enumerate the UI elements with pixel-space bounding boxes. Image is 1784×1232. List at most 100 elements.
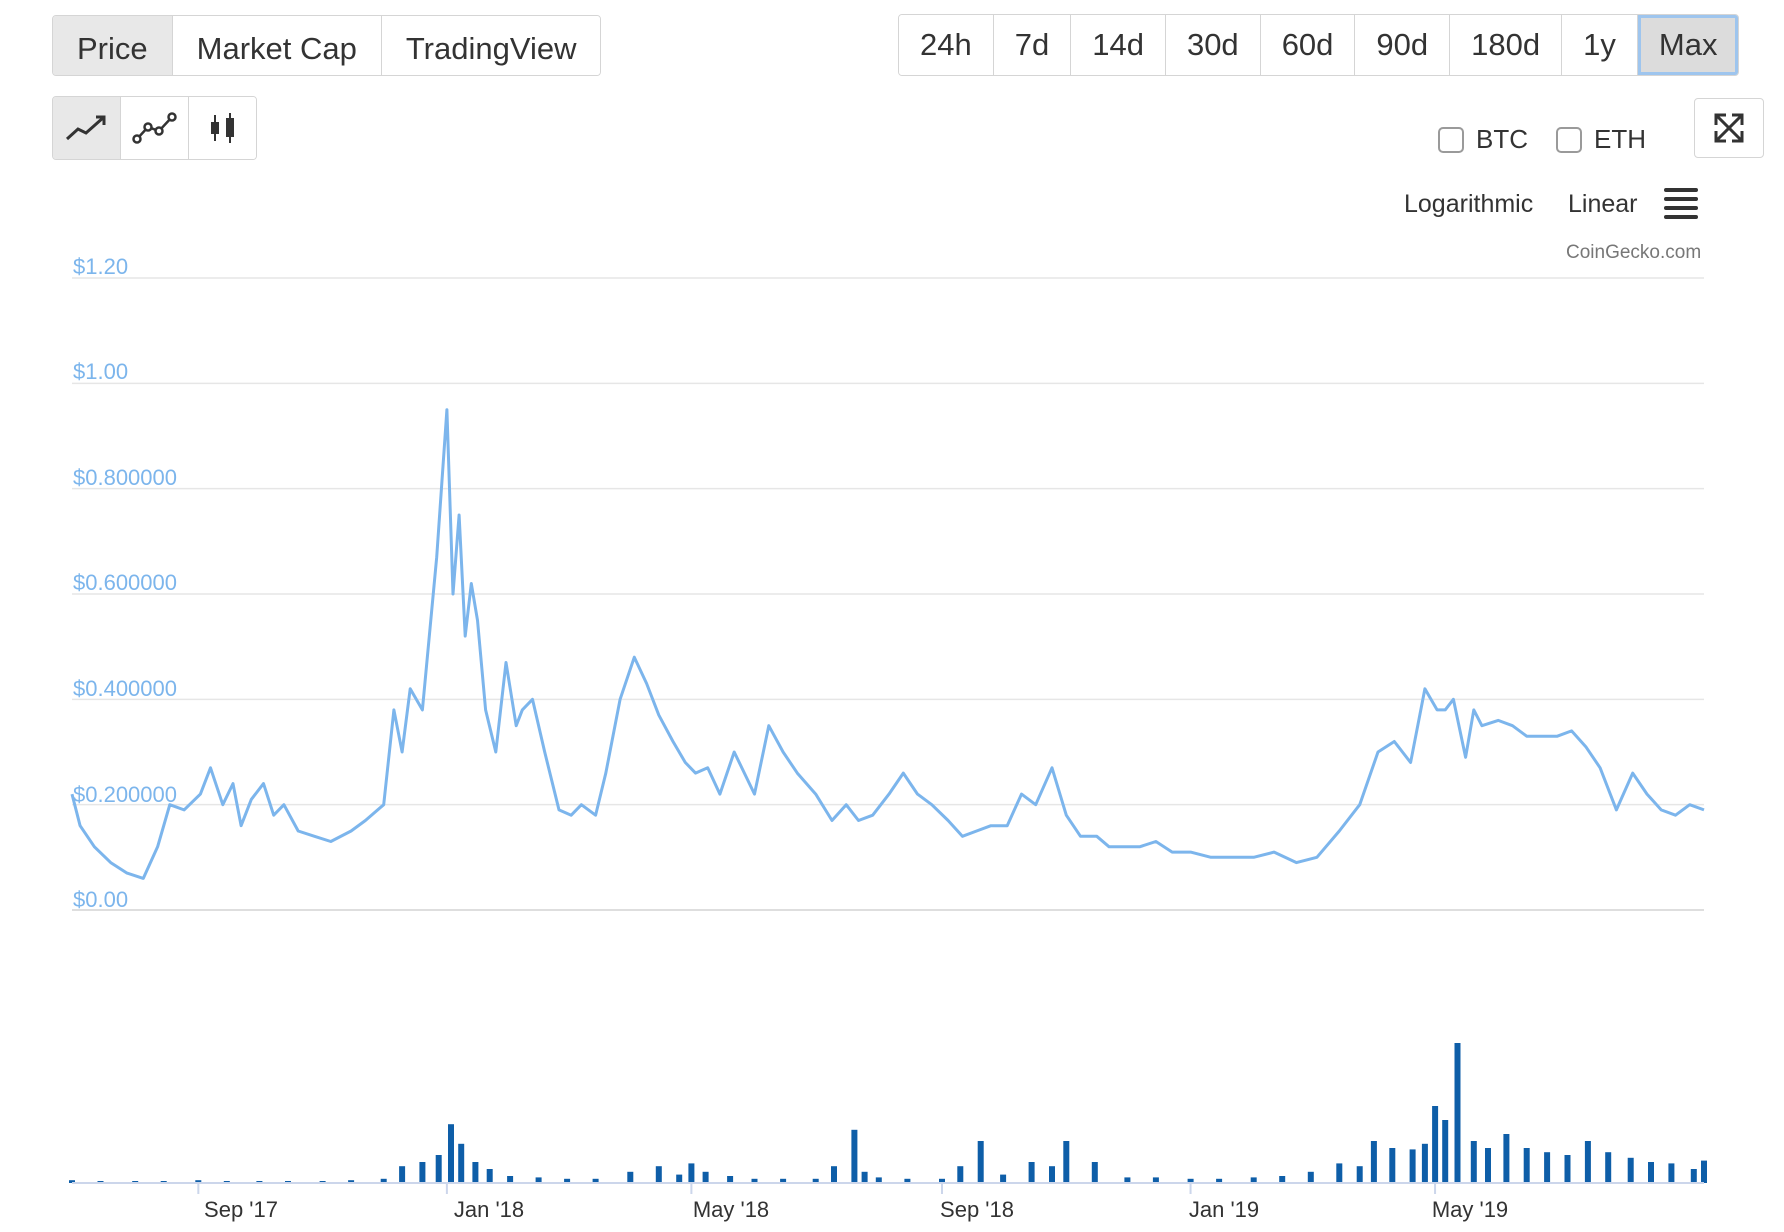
volume-bar xyxy=(435,1155,442,1183)
volume-bar xyxy=(448,1124,454,1183)
price-line xyxy=(70,408,1705,880)
volume-bar xyxy=(1091,1162,1098,1183)
volume-bar xyxy=(1409,1149,1416,1183)
volume-bar xyxy=(812,1178,819,1183)
view-tabs: Price Market Cap TradingView xyxy=(52,15,602,76)
volume-bar xyxy=(1627,1157,1634,1183)
volume-bar xyxy=(1356,1166,1363,1183)
volume-bar xyxy=(831,1166,837,1183)
compare-eth-checkbox[interactable]: ETH xyxy=(1556,124,1646,155)
volume-bar xyxy=(1648,1162,1654,1183)
volume-bar xyxy=(939,1178,945,1183)
volume-bar xyxy=(702,1171,709,1183)
x-tick-label: May '18 xyxy=(692,1197,770,1222)
checkbox-icon[interactable] xyxy=(1438,126,1464,153)
y-tick-label: $0.00 xyxy=(73,887,129,912)
volume-bar xyxy=(1000,1174,1007,1183)
tab-market-cap[interactable]: Market Cap xyxy=(172,16,382,75)
volume-bar xyxy=(1049,1166,1055,1183)
y-tick-label: $1.00 xyxy=(73,359,129,384)
fullscreen-button[interactable] xyxy=(1694,98,1764,158)
range-24h-button[interactable]: 24h xyxy=(899,15,994,75)
time-range-selector: 24h 7d 14d 30d 60d 90d 180d 1y Max xyxy=(898,14,1740,76)
volume-bar xyxy=(380,1178,387,1183)
volume-bar xyxy=(875,1177,882,1183)
volume-bar xyxy=(1336,1163,1343,1183)
range-180d-button[interactable]: 180d xyxy=(1450,15,1563,75)
checkbox-icon[interactable] xyxy=(1556,126,1582,153)
volume-bar xyxy=(419,1162,426,1183)
line-markers-chart-icon xyxy=(131,112,177,144)
range-90d-button[interactable]: 90d xyxy=(1355,15,1451,75)
volume-bar xyxy=(1250,1177,1257,1183)
y-tick-label: $1.20 xyxy=(73,254,129,279)
volume-bar xyxy=(861,1171,868,1183)
volume-bar xyxy=(1279,1176,1286,1183)
line-markers-chart-button[interactable] xyxy=(121,97,189,159)
range-60d-button[interactable]: 60d xyxy=(1260,15,1356,75)
expand-icon xyxy=(1714,113,1744,143)
x-tick-label: Jan '18 xyxy=(453,1197,525,1222)
tab-price[interactable]: Price xyxy=(53,16,173,75)
linear-scale-button[interactable]: Linear xyxy=(1568,190,1638,218)
volume-bar xyxy=(1216,1178,1223,1183)
range-1y-button[interactable]: 1y xyxy=(1562,15,1638,75)
y-tick-label: $0.600000 xyxy=(73,570,177,595)
candlestick-chart-icon xyxy=(210,113,234,143)
volume-bar xyxy=(1307,1171,1314,1183)
volume-bar xyxy=(1187,1178,1194,1183)
chart-type-selector xyxy=(52,96,257,160)
volume-bar xyxy=(564,1178,571,1183)
volume-bar xyxy=(1544,1152,1551,1183)
range-30d-button[interactable]: 30d xyxy=(1165,15,1261,75)
x-tick-label: Jan '19 xyxy=(1188,1197,1260,1222)
volume-bar xyxy=(1124,1177,1131,1183)
range-7d-button[interactable]: 7d xyxy=(993,15,1072,75)
volume-bar xyxy=(1701,1160,1707,1183)
chart-credit: CoinGecko.com xyxy=(1566,242,1702,263)
volume-bar xyxy=(1389,1148,1396,1183)
volume-bar xyxy=(1421,1143,1428,1183)
volume-bar xyxy=(69,1180,75,1183)
y-tick-label: $0.400000 xyxy=(73,676,177,701)
range-max-button[interactable]: Max xyxy=(1637,15,1739,75)
volume-bar xyxy=(195,1180,202,1183)
tab-tradingview[interactable]: TradingView xyxy=(381,16,601,75)
volume-bar xyxy=(1523,1148,1530,1183)
x-tick-label: Sep '17 xyxy=(204,1197,278,1222)
y-tick-label: $0.200000 xyxy=(73,782,177,807)
range-14d-button[interactable]: 14d xyxy=(1071,15,1166,75)
volume-bar xyxy=(399,1166,406,1183)
compare-btc-checkbox[interactable]: BTC xyxy=(1438,124,1528,155)
volume-bar xyxy=(1690,1169,1697,1183)
volume-bar xyxy=(1668,1163,1675,1183)
compare-eth-label: ETH xyxy=(1594,124,1646,154)
line-chart-icon xyxy=(65,115,105,141)
volume-bar xyxy=(727,1176,734,1183)
volume-bar xyxy=(627,1171,634,1183)
compare-btc-label: BTC xyxy=(1476,124,1528,154)
volume-bar xyxy=(1564,1155,1571,1183)
volume-bar xyxy=(1432,1106,1439,1183)
line-chart-button[interactable] xyxy=(53,97,121,159)
volume-bar xyxy=(688,1163,695,1183)
volume-bar xyxy=(1370,1141,1377,1183)
logarithmic-scale-button[interactable]: Logarithmic xyxy=(1404,190,1534,218)
volume-bar xyxy=(655,1166,662,1183)
volume-bar xyxy=(780,1178,787,1183)
candlestick-chart-button[interactable] xyxy=(189,97,256,159)
volume-bar xyxy=(851,1129,858,1183)
volume-bar xyxy=(1454,1043,1461,1183)
volume-bar xyxy=(592,1178,599,1183)
hamburger-menu-icon[interactable] xyxy=(1664,188,1698,219)
y-tick-label: $0.800000 xyxy=(73,465,177,490)
x-tick-label: May '19 xyxy=(1431,1197,1509,1222)
volume-bar xyxy=(1152,1177,1159,1183)
volume-bar xyxy=(1063,1141,1070,1183)
volume-bar xyxy=(348,1180,355,1183)
volume-bar xyxy=(1028,1162,1035,1183)
volume-bar xyxy=(957,1166,964,1183)
volume-bar xyxy=(1485,1148,1491,1183)
volume-bar xyxy=(904,1178,911,1183)
